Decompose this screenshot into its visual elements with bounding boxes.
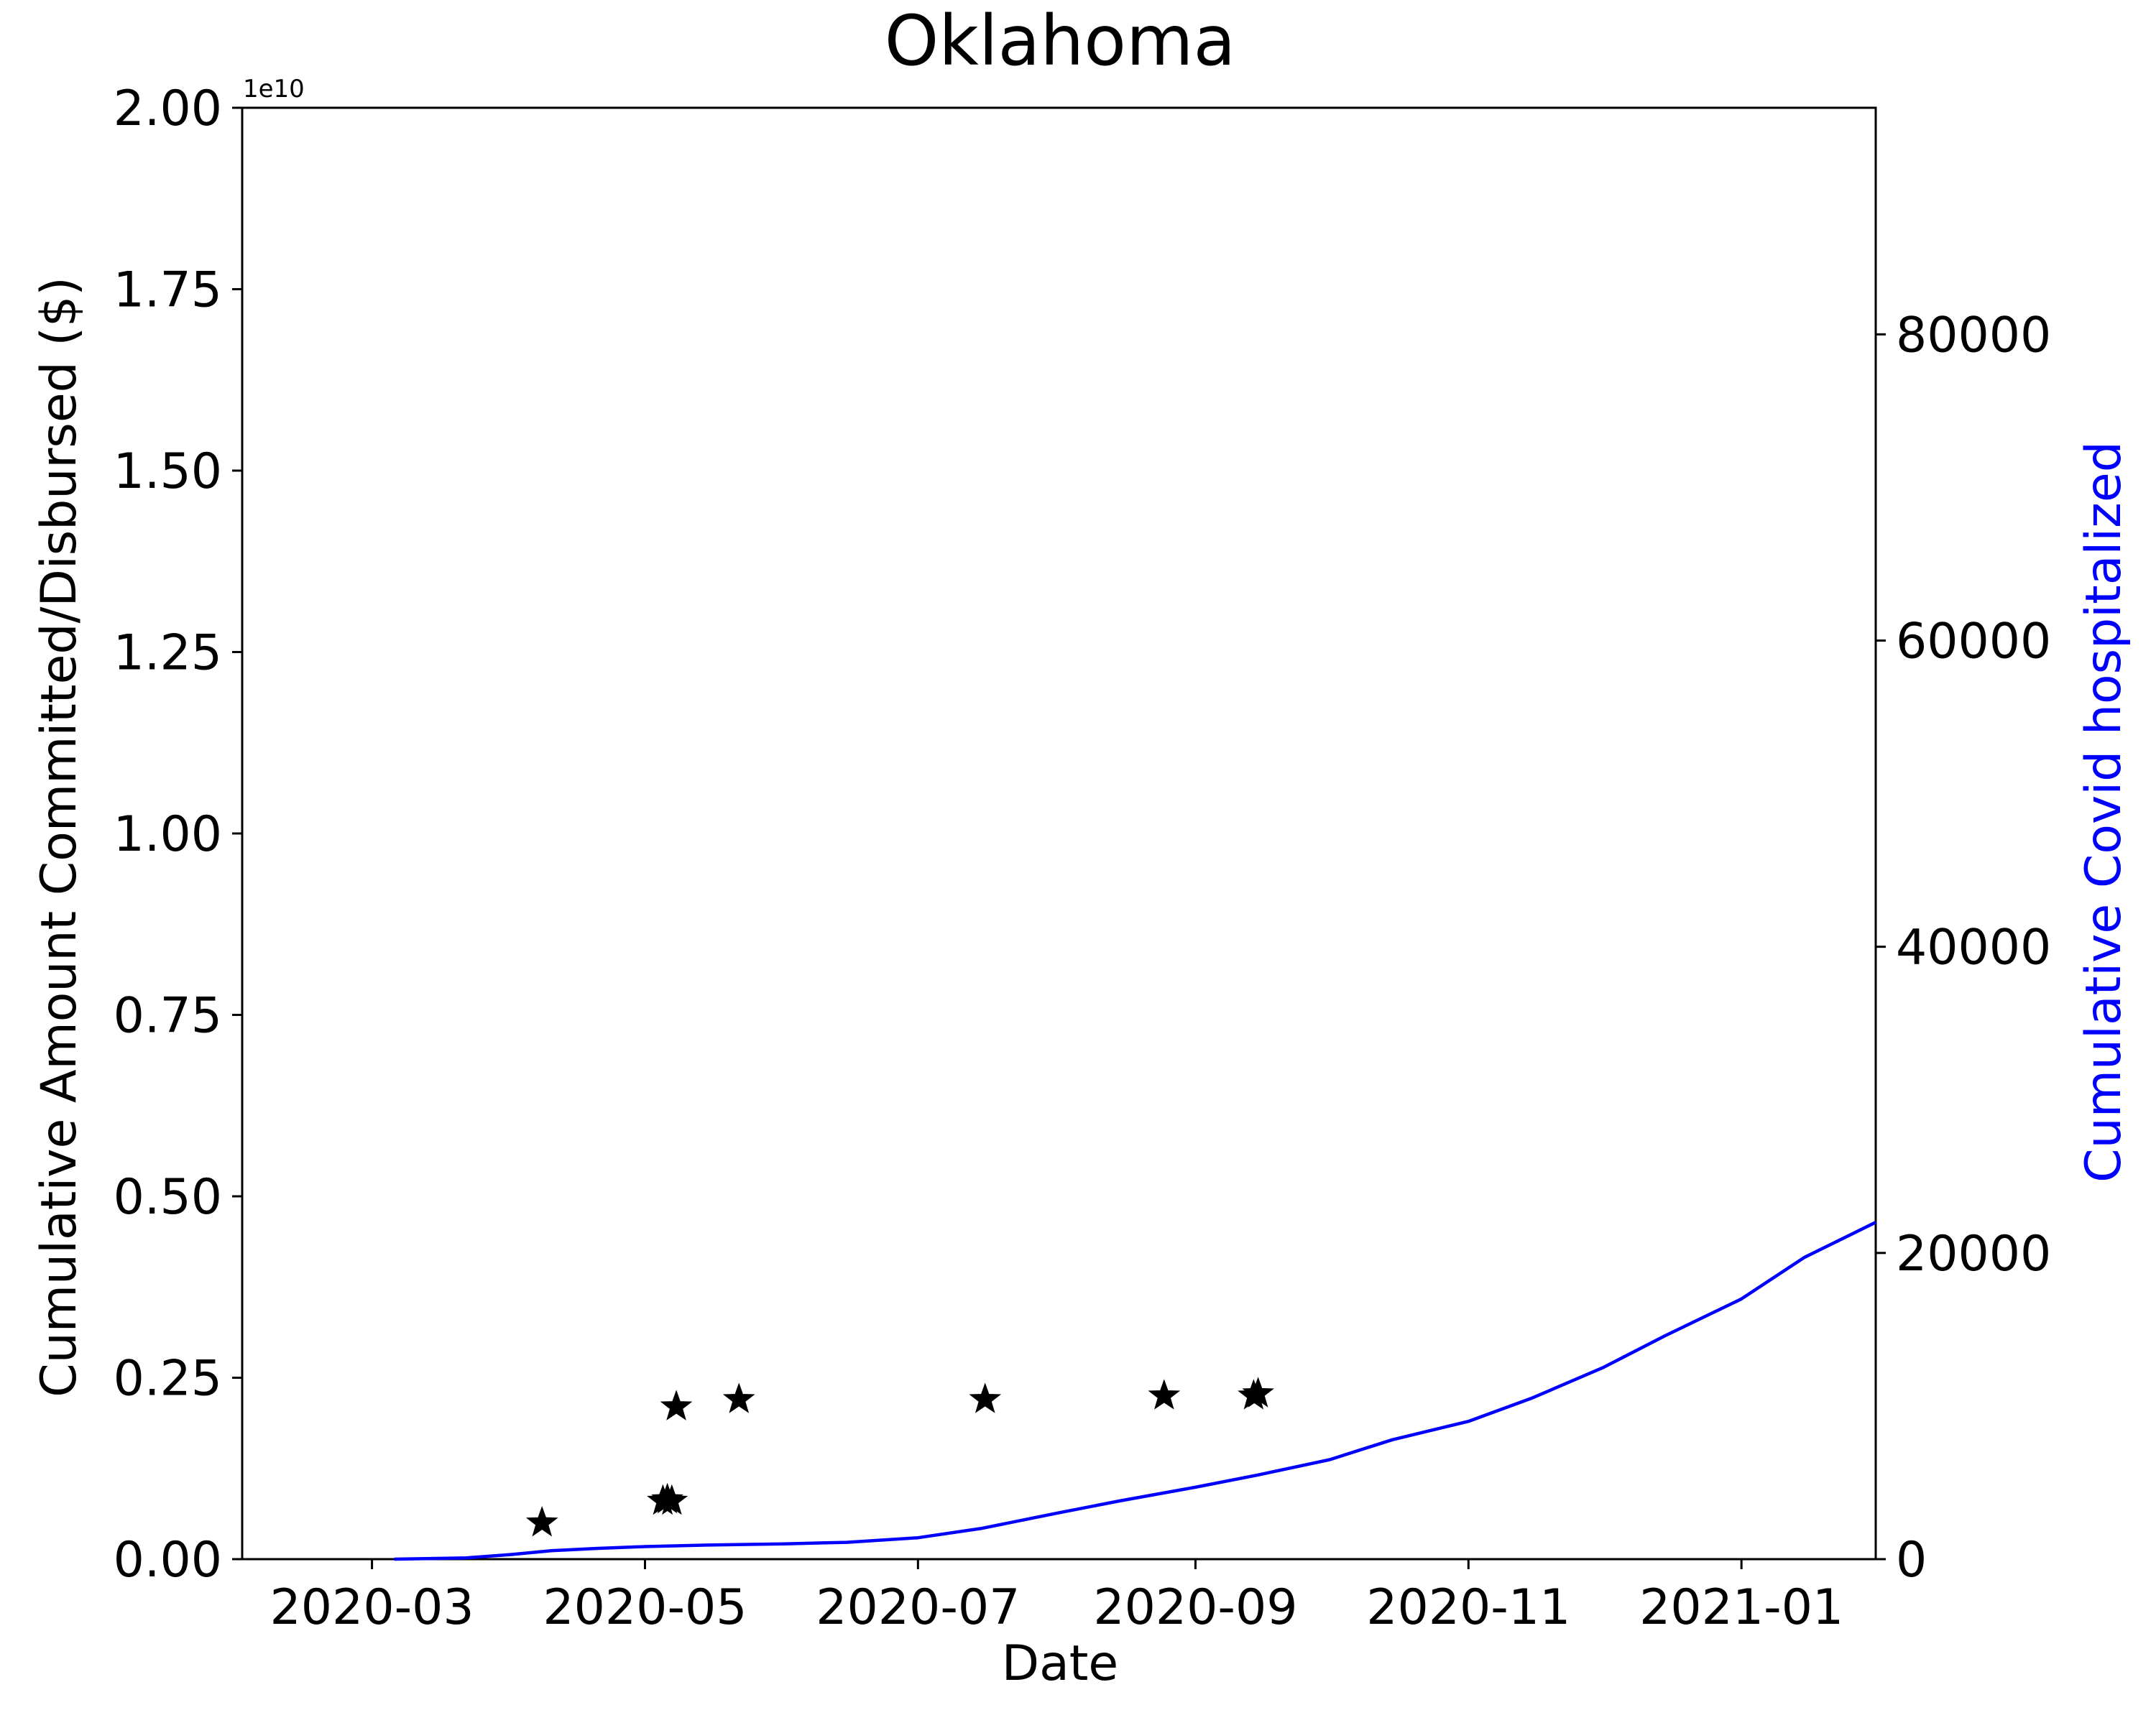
hospitalized-line — [394, 1221, 1876, 1561]
y-left-tick-label: 1.50 — [114, 443, 222, 500]
x-tick-label: 2021-01 — [1639, 1579, 1843, 1636]
star-marker — [722, 1382, 755, 1413]
star-marker — [1242, 1377, 1274, 1408]
y-axis-offset-label: 1e10 — [243, 75, 305, 103]
y-right-tick-label: 0 — [1896, 1532, 1927, 1589]
y-left-tick-label: 1.25 — [114, 625, 222, 682]
plot-area: 2020-03 2020-05 2020-07 2020-09 2020-11 2021-… — [114, 80, 2052, 1636]
star-marker — [525, 1506, 558, 1537]
y-left-tick-label: 2.00 — [114, 80, 222, 137]
y-right-tick-label: 60000 — [1896, 614, 2051, 670]
y-left-tick-label: 0.75 — [114, 988, 222, 1045]
star-marker — [655, 1484, 688, 1515]
y-left-tick-label: 0.25 — [114, 1351, 222, 1408]
y-left-tick-label: 0.50 — [114, 1169, 222, 1226]
chart-title: Oklahoma — [885, 1, 1236, 81]
x-tick-label: 2020-05 — [543, 1579, 747, 1636]
star-marker — [1148, 1379, 1181, 1410]
y-axis-label-left: Cumulative Amount Committed/Disbursed ($… — [31, 277, 88, 1397]
star-marker — [660, 1390, 693, 1420]
y-right-tick-label: 80000 — [1896, 307, 2051, 364]
y-left-tick-label: 0.00 — [114, 1532, 222, 1589]
y-right-tick-label: 20000 — [1896, 1226, 2051, 1283]
x-tick-label: 2020-11 — [1366, 1579, 1570, 1636]
star-marker — [969, 1382, 1002, 1413]
x-tick-label: 2020-09 — [1093, 1579, 1297, 1636]
x-tick-label: 2020-07 — [816, 1579, 1020, 1636]
y-left-tick-label: 1.00 — [114, 806, 222, 863]
x-tick-label: 2020-03 — [270, 1579, 474, 1636]
y-right-tick-label: 40000 — [1896, 920, 2051, 976]
x-axis-label: Date — [1002, 1635, 1119, 1692]
y-axis-label-right: Cumulative Covid hospitalized — [2076, 441, 2132, 1183]
y-left-tick-label: 1.75 — [114, 262, 222, 319]
